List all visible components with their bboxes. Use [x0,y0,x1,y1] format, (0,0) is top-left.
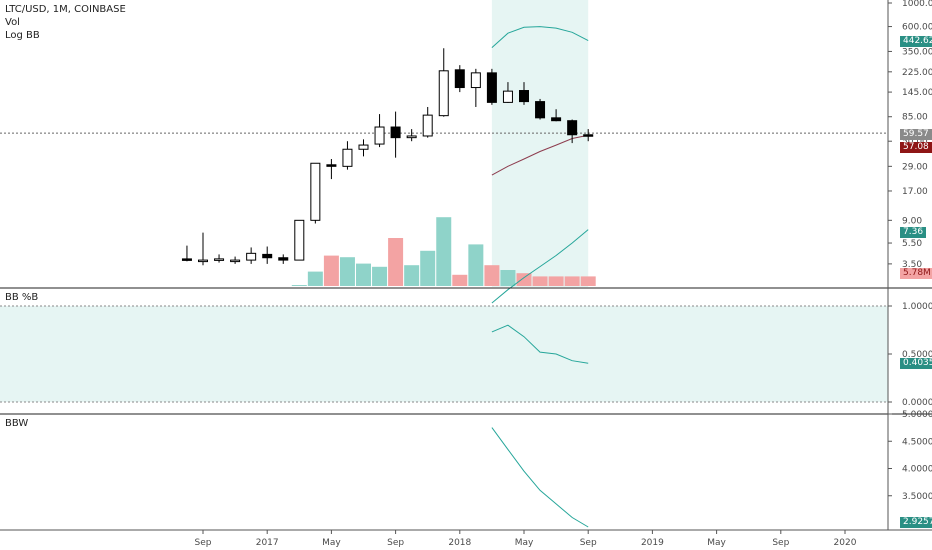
price-tick-label: 225.00 [902,68,932,78]
volume-bar [404,265,420,286]
candle-body [583,134,594,137]
symbol-title[interactable]: LTC/USD, 1M, COINBASE [5,4,126,15]
candle-body [278,257,289,261]
volume-bar [339,257,355,286]
candle-body [342,148,353,167]
price-tick-label: 17.00 [902,187,928,197]
candle-body [551,117,562,122]
candle-body [294,219,305,261]
time-tick-label: 2020 [834,538,857,548]
time-tick-label: Sep [195,538,212,548]
last-price-tag: 59.57 [900,129,932,140]
time-tick-label: 2019 [641,538,664,548]
bbw-tick-label: 3.5000 [902,492,932,502]
candle-body [470,72,481,89]
price-tick-label: 9.00 [902,216,922,226]
bbpct-value-tag: 0.4035 [900,358,932,369]
candle-body [390,126,401,139]
vol-indicator-label[interactable]: Vol [5,17,20,28]
bbpct-tick-label: 0.5000 [902,350,932,360]
time-tick-label: May [322,538,341,548]
volume-bar [580,276,596,286]
candle-body [310,162,321,221]
candle-body [502,90,513,103]
volume-bar [356,263,371,286]
bbpct-indicator-label[interactable]: BB %B [5,292,39,303]
candle-body [406,135,417,139]
candle-body [535,101,546,119]
candle-body [246,252,257,261]
time-tick-label: 2018 [448,538,471,548]
volume-bar [323,255,339,286]
candle-body [519,90,529,103]
bbpct-line [491,324,589,364]
candle-body [567,120,578,136]
candle-body [454,69,465,89]
bbw-tick-label: 4.5000 [902,437,932,447]
bbpct-pane [0,305,888,403]
time-tick-label: Sep [772,538,789,548]
volume-bar [388,238,404,286]
bbw-tick-label: 5.0000 [902,410,932,420]
volume-bar [564,276,580,286]
bbpct-tick-label: 1.0000 [902,302,932,312]
price-tick-label: 5.50 [902,239,922,249]
candle-body [181,258,192,261]
volume-bar [452,274,468,286]
price-tick-label: 145.00 [902,88,932,98]
candle-body [214,258,225,261]
volume-bar [307,271,323,286]
volume-bar [516,273,532,286]
volume-bar [548,276,564,286]
candle-body [326,164,337,167]
bbw-indicator-label[interactable]: BBW [5,418,29,429]
volume-bar [484,265,500,286]
candle-body [486,72,497,103]
candle-body [262,253,273,259]
log-bb-indicator-label[interactable]: Log BB [5,30,40,41]
bb-band-fill [491,0,589,287]
price-tick-label: 3.50 [902,260,922,270]
bb-upper-line [491,26,589,48]
volume-bar [420,250,436,286]
lower-band-tag: 7.36 [900,227,927,238]
upper-band-tag: 442.62 [900,36,932,47]
candle-body [438,70,449,117]
bbpct-tick-label: 0.0000 [902,398,932,408]
candle-body [374,126,385,145]
time-tick-label: Sep [580,538,597,548]
close-price-tag: 57.08 [900,142,932,153]
candle-body [422,114,433,137]
bbw-line [491,427,589,528]
candle-body [358,144,369,150]
price-tick-label: 600.00 [902,23,932,33]
bbw-pane [491,427,589,528]
volume-bar [468,244,484,286]
volume-bar [500,270,516,286]
volume-bar [532,276,548,286]
candle-body [230,259,241,263]
price-tick-label: 29.00 [902,162,928,172]
candle-body [198,259,208,263]
price-tick-label: 350.00 [902,47,932,57]
price-pane [0,0,888,304]
bbw-tick-label: 4.0000 [902,465,932,475]
volume-tag: 5.78M [900,268,932,279]
volume-bar [372,266,388,286]
price-tick-label: 85.00 [902,113,928,123]
time-tick-label: May [707,538,726,548]
time-tick-label: Sep [387,538,404,548]
volume-bar [291,285,307,286]
price-tick-label: 1000.00 [902,0,932,9]
time-tick-label: May [515,538,534,548]
bbw-value-tag: 2.9257 [900,517,932,528]
time-tick-label: 2017 [256,538,279,548]
bb-lower-line [491,229,589,304]
bbpct-band-fill [0,306,888,402]
volume-bar [436,217,452,286]
